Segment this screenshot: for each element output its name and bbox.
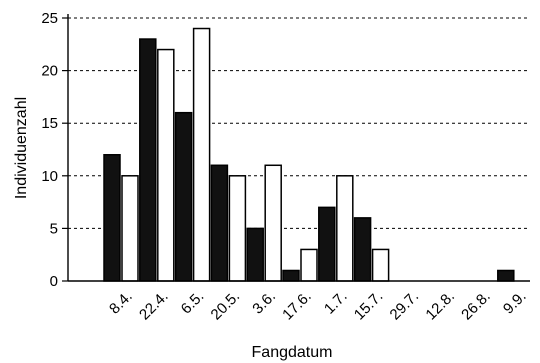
x-tick-label: 9.9. xyxy=(500,288,530,318)
bar-17-6-series-1 xyxy=(282,269,300,282)
x-tick-label: 26.8. xyxy=(458,288,494,324)
x-tick-label: 17.6. xyxy=(279,288,315,324)
x-tick-label: 29.7. xyxy=(387,288,423,324)
y-tick-label: 25 xyxy=(41,10,58,27)
bar-1-7-series-1 xyxy=(318,206,336,282)
x-tick-label: 12.8. xyxy=(422,288,458,324)
x-axis-title: Fangdatum xyxy=(252,344,333,361)
x-tick-label: 20.5. xyxy=(208,288,244,324)
x-tick-label: 3.6. xyxy=(249,288,279,318)
bar-6-5-series-2 xyxy=(192,27,211,282)
y-axis-title: Individuenzahl xyxy=(13,97,30,199)
y-tick-label: 15 xyxy=(41,115,58,132)
x-tick-label: 8.4. xyxy=(106,288,136,318)
bar-22-4-series-2 xyxy=(157,48,175,282)
bar-3-6-series-2 xyxy=(264,164,282,282)
x-tick-label: 1.7. xyxy=(321,288,351,318)
bar-15-7-series-2 xyxy=(371,248,390,282)
bars xyxy=(103,27,515,282)
bar-15-7-series-1 xyxy=(353,217,372,282)
bar-20-5-series-1 xyxy=(210,164,229,282)
bar-20-5-series-2 xyxy=(228,175,247,282)
bar-3-6-series-1 xyxy=(246,227,264,282)
bar-9-9-series-1 xyxy=(497,269,515,282)
y-tick-label: 20 xyxy=(41,63,58,80)
y-tick-label: 10 xyxy=(41,168,58,185)
bar-22-4-series-1 xyxy=(139,38,157,282)
bar-8-4-series-2 xyxy=(121,175,139,282)
gridlines xyxy=(68,17,530,229)
bar-1-7-series-2 xyxy=(336,175,354,282)
x-tick-label: 15.7. xyxy=(351,288,387,324)
bar-17-6-series-2 xyxy=(300,248,318,282)
x-tick-label: 6.5. xyxy=(178,288,208,318)
x-tick-label: 22.4. xyxy=(136,288,172,324)
bar-6-5-series-1 xyxy=(174,111,193,282)
bar-8-4-series-1 xyxy=(103,154,121,282)
y-tick-label: 5 xyxy=(50,220,58,237)
y-tick-label: 0 xyxy=(50,273,58,290)
